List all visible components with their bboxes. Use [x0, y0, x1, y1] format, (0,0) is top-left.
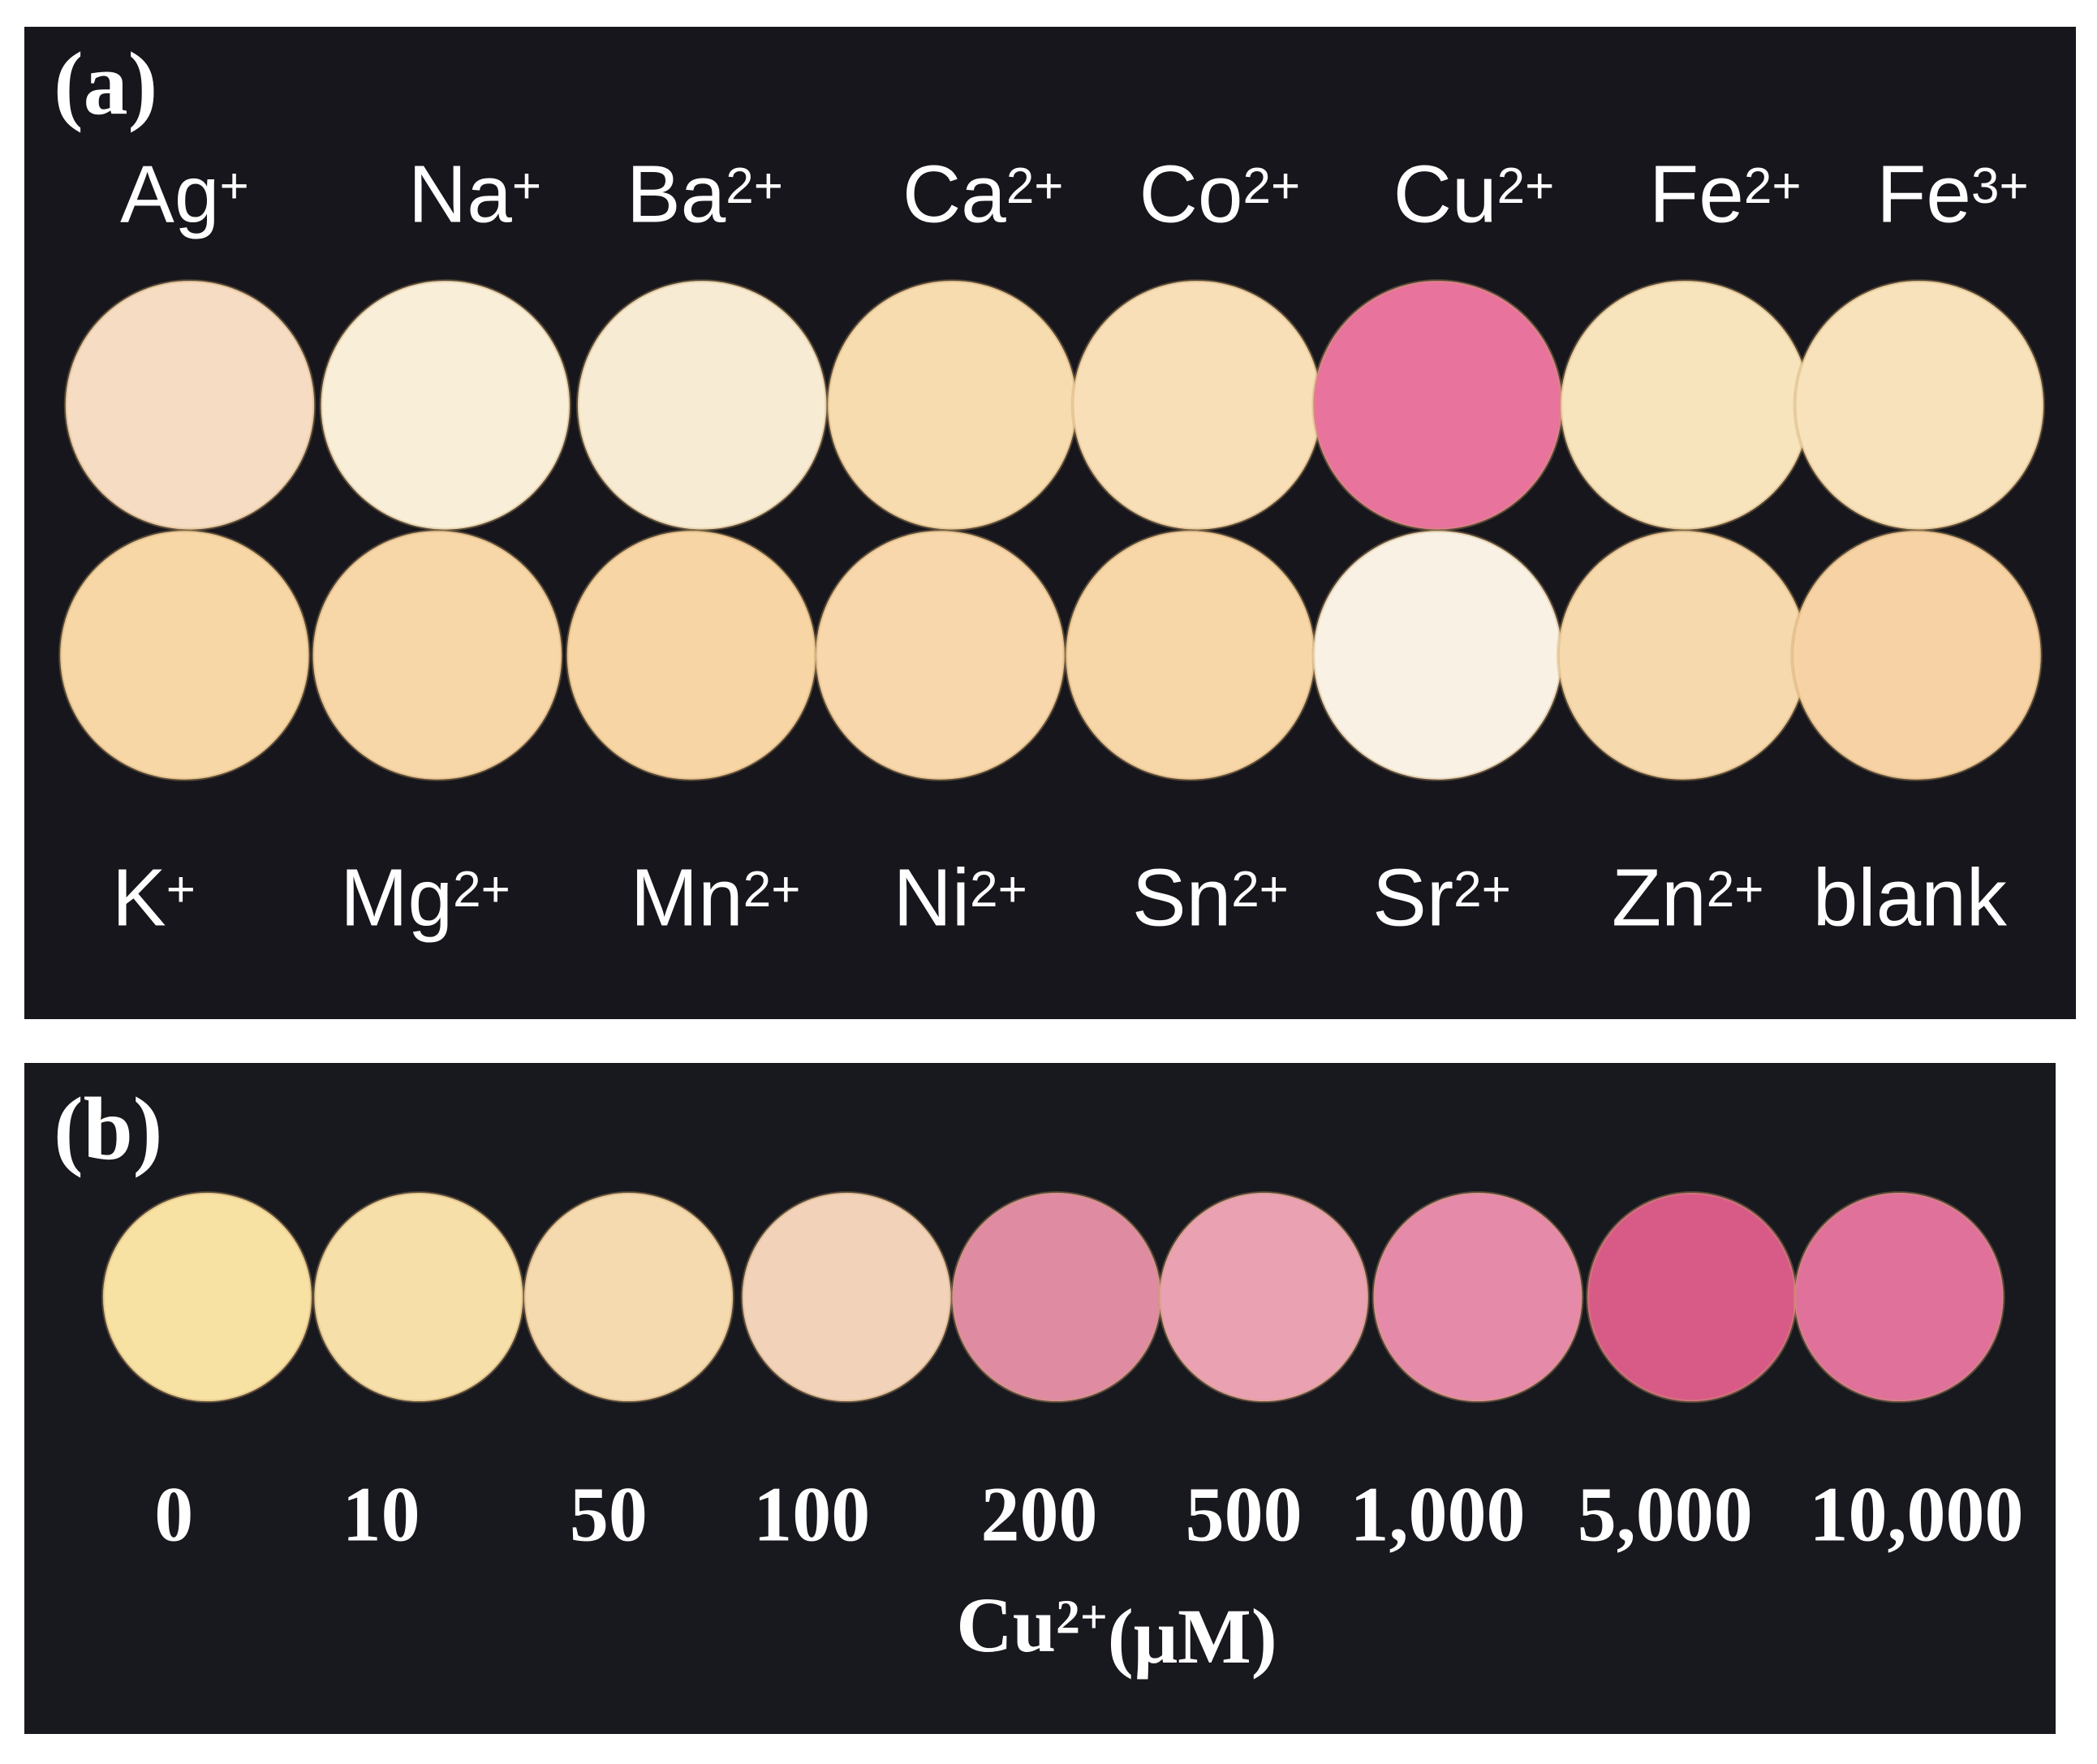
ion-charge: +: [219, 158, 248, 214]
ion-label: Mg2+: [340, 852, 510, 943]
ion-symbol: Ba: [627, 149, 726, 240]
test-disc: [1064, 529, 1316, 781]
test-disc: [1311, 529, 1564, 781]
axis-unit: (μM): [1108, 1593, 1277, 1680]
concentration-disc: [950, 1190, 1163, 1404]
concentration-disc: [101, 1190, 313, 1404]
concentration-label: 5,000: [1578, 1470, 1753, 1557]
test-disc: [826, 279, 1079, 531]
test-disc: [58, 529, 311, 781]
ion-label: Fe2+: [1649, 149, 1801, 240]
ion-charge: 2+: [743, 862, 801, 918]
concentration-disc: [312, 1190, 525, 1404]
ion-symbol: Co: [1139, 149, 1243, 240]
ion-symbol: Cu: [1393, 149, 1497, 240]
axis-label: Cu2+(μM): [956, 1581, 1277, 1680]
test-disc: [319, 279, 572, 531]
concentration-label: 10: [342, 1470, 420, 1557]
ion-symbol: Mg: [340, 852, 453, 943]
concentration-label: 500: [1186, 1470, 1303, 1557]
panel-a-label: (a): [54, 34, 157, 133]
ion-symbol: Mn: [631, 852, 743, 943]
ion-symbol: Cu: [956, 1581, 1056, 1668]
concentration-disc: [740, 1190, 953, 1404]
ion-charge: 2+: [1231, 862, 1289, 918]
ion-symbol: Sr: [1372, 852, 1453, 943]
ion-charge: 2+: [1744, 158, 1802, 214]
concentration-label: 10,000: [1810, 1470, 2024, 1557]
ion-charge: 2+: [1243, 158, 1301, 214]
test-disc: [311, 529, 564, 781]
panel-b-label: (b): [54, 1079, 162, 1178]
ion-charge: 2+: [1707, 862, 1764, 918]
ion-label: K+: [112, 852, 196, 943]
test-disc: [814, 529, 1066, 781]
ion-label: Mn2+: [631, 852, 801, 943]
ion-symbol: Sn: [1132, 852, 1231, 943]
concentration-disc: [523, 1190, 735, 1404]
ion-label: Ag+: [120, 149, 249, 240]
test-disc: [1559, 279, 1811, 531]
ion-symbol: K: [112, 852, 166, 943]
ion-label: Zn2+: [1612, 852, 1763, 943]
ion-charge: 2+: [453, 862, 510, 918]
ion-charge: 2+: [726, 158, 783, 214]
ion-label: Cu2+: [1393, 149, 1555, 240]
concentration-disc: [1371, 1190, 1584, 1404]
ion-label: Na+: [408, 149, 541, 240]
ion-label: Ni2+: [893, 852, 1027, 943]
ion-symbol: Fe: [1649, 149, 1744, 240]
ion-charge: +: [166, 862, 196, 918]
ion-symbol: Ni: [893, 852, 970, 943]
ion-charge: 2+: [1006, 158, 1064, 214]
concentration-disc: [1586, 1190, 1798, 1404]
concentration-label: 1,000: [1350, 1470, 1526, 1557]
ion-label: Sn2+: [1132, 852, 1289, 943]
test-disc: [63, 279, 316, 531]
ion-label: Ba2+: [627, 149, 783, 240]
concentration-label: 100: [753, 1470, 870, 1557]
ion-symbol: Na: [408, 149, 512, 240]
ion-label: Sr2+: [1372, 852, 1511, 943]
test-disc: [1311, 279, 1564, 531]
ion-charge: 2+: [1453, 862, 1511, 918]
test-disc: [1790, 529, 2043, 781]
ion-symbol: Ca: [902, 149, 1006, 240]
ion-charge: 3+: [1971, 158, 2029, 214]
ion-label: Ca2+: [902, 149, 1064, 240]
ion-symbol: Fe: [1876, 149, 1971, 240]
ion-symbol: Ag: [120, 149, 219, 240]
test-disc: [565, 529, 818, 781]
test-disc: [1070, 279, 1324, 531]
panel-a-background: [24, 27, 2076, 1019]
concentration-disc: [1793, 1190, 2005, 1404]
concentration-label: 200: [980, 1470, 1097, 1557]
concentration-label: 50: [570, 1470, 648, 1557]
test-disc: [575, 279, 829, 531]
ion-charge: +: [512, 158, 541, 214]
ion-charge: 2+: [1497, 158, 1555, 214]
ion-symbol: blank: [1813, 852, 2008, 943]
ion-label: Co2+: [1139, 149, 1301, 240]
test-disc: [1556, 529, 1809, 781]
ion-label: blank: [1813, 852, 2008, 943]
ion-charge: 2+: [1056, 1590, 1108, 1644]
ion-charge: 2+: [970, 862, 1027, 918]
ion-symbol: Zn: [1612, 852, 1707, 943]
concentration-label: 0: [154, 1470, 193, 1557]
ion-label: Fe3+: [1876, 149, 2028, 240]
test-disc: [1793, 279, 2046, 531]
concentration-disc: [1157, 1190, 1370, 1404]
